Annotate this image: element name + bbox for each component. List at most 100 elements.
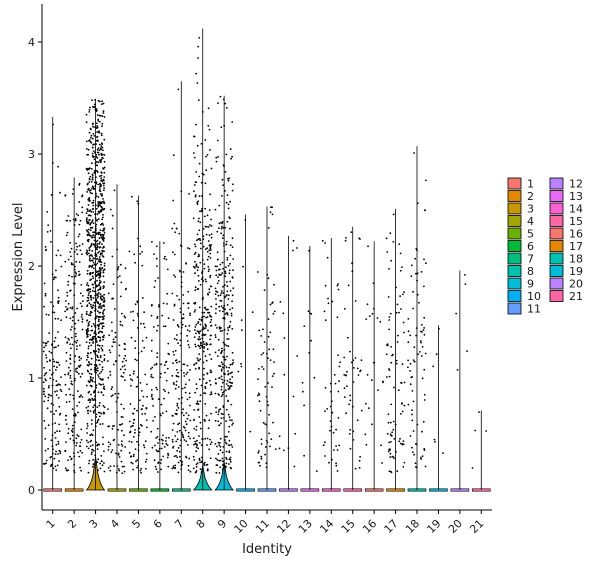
data-point <box>129 420 131 423</box>
data-point <box>96 262 99 265</box>
data-point <box>185 373 188 376</box>
data-point <box>173 337 176 340</box>
data-point <box>53 311 56 314</box>
points-group-16 <box>364 245 384 464</box>
data-point <box>205 316 208 319</box>
data-point <box>365 443 368 446</box>
data-point <box>96 297 99 299</box>
data-point <box>423 316 426 319</box>
data-point <box>166 303 169 305</box>
data-point <box>60 265 63 268</box>
data-point <box>81 206 84 209</box>
data-point <box>109 443 112 446</box>
legend-label: 19 <box>569 265 583 278</box>
data-point <box>130 425 132 428</box>
data-point <box>110 395 113 398</box>
data-point <box>474 429 477 432</box>
data-point <box>96 157 99 159</box>
data-point <box>224 226 227 229</box>
data-point <box>214 265 217 268</box>
data-point <box>221 366 224 368</box>
data-point <box>175 384 178 386</box>
data-point <box>132 310 135 313</box>
data-point <box>272 421 274 424</box>
legend-swatch <box>507 240 522 252</box>
data-point <box>206 463 209 466</box>
data-point <box>478 411 480 413</box>
data-point <box>274 448 277 450</box>
data-point <box>138 427 141 430</box>
data-point <box>69 251 72 253</box>
data-point <box>326 408 329 410</box>
data-point <box>74 355 77 357</box>
data-point <box>145 336 148 339</box>
data-point <box>207 240 210 242</box>
data-point <box>85 252 88 255</box>
data-point <box>219 442 221 444</box>
data-point <box>371 312 374 315</box>
data-point <box>133 253 136 256</box>
data-point <box>49 230 52 232</box>
data-point <box>231 363 234 365</box>
data-point <box>197 447 200 450</box>
data-point <box>226 312 229 315</box>
data-point <box>97 201 99 203</box>
data-point <box>401 266 403 268</box>
data-point <box>145 452 148 455</box>
data-point <box>112 341 115 343</box>
data-point <box>226 194 229 197</box>
data-point <box>173 274 175 276</box>
data-point <box>45 344 47 347</box>
data-point <box>198 332 201 335</box>
data-point <box>89 127 92 130</box>
data-point <box>203 367 205 370</box>
data-point <box>292 249 294 252</box>
legend-label: 16 <box>569 228 583 241</box>
data-point <box>103 293 106 296</box>
data-point <box>90 189 92 191</box>
legend-swatch <box>507 290 522 302</box>
data-point <box>102 275 105 278</box>
data-point <box>90 453 93 456</box>
data-point <box>115 360 117 362</box>
data-point <box>210 236 213 239</box>
data-point <box>264 386 267 388</box>
data-point <box>423 209 426 212</box>
data-point <box>209 338 212 341</box>
data-point <box>176 361 178 364</box>
data-point <box>87 356 89 359</box>
data-point <box>455 312 457 315</box>
data-point <box>397 389 400 392</box>
data-point <box>96 294 98 297</box>
data-point <box>155 437 158 439</box>
data-point <box>109 208 112 211</box>
data-point <box>292 395 295 398</box>
data-point <box>81 253 83 256</box>
data-point <box>101 368 104 371</box>
data-point <box>177 447 180 449</box>
data-point <box>209 274 212 277</box>
data-point <box>194 326 197 328</box>
data-point <box>390 470 392 473</box>
data-point <box>95 207 98 210</box>
data-point <box>87 352 89 355</box>
data-point <box>214 392 217 395</box>
data-point <box>218 472 221 474</box>
data-point <box>227 400 230 402</box>
data-point <box>198 237 201 240</box>
data-point <box>400 382 403 384</box>
data-point <box>87 409 89 412</box>
data-point <box>92 199 95 202</box>
data-point <box>141 424 143 427</box>
data-point <box>79 219 82 222</box>
data-point <box>166 268 169 271</box>
legend-label: 11 <box>527 303 541 316</box>
data-point <box>132 468 135 471</box>
data-point <box>48 350 51 353</box>
data-point <box>208 291 211 294</box>
data-point <box>71 343 74 346</box>
data-point <box>208 249 211 252</box>
data-point <box>93 135 96 137</box>
data-point <box>229 254 232 257</box>
data-point <box>57 383 60 386</box>
